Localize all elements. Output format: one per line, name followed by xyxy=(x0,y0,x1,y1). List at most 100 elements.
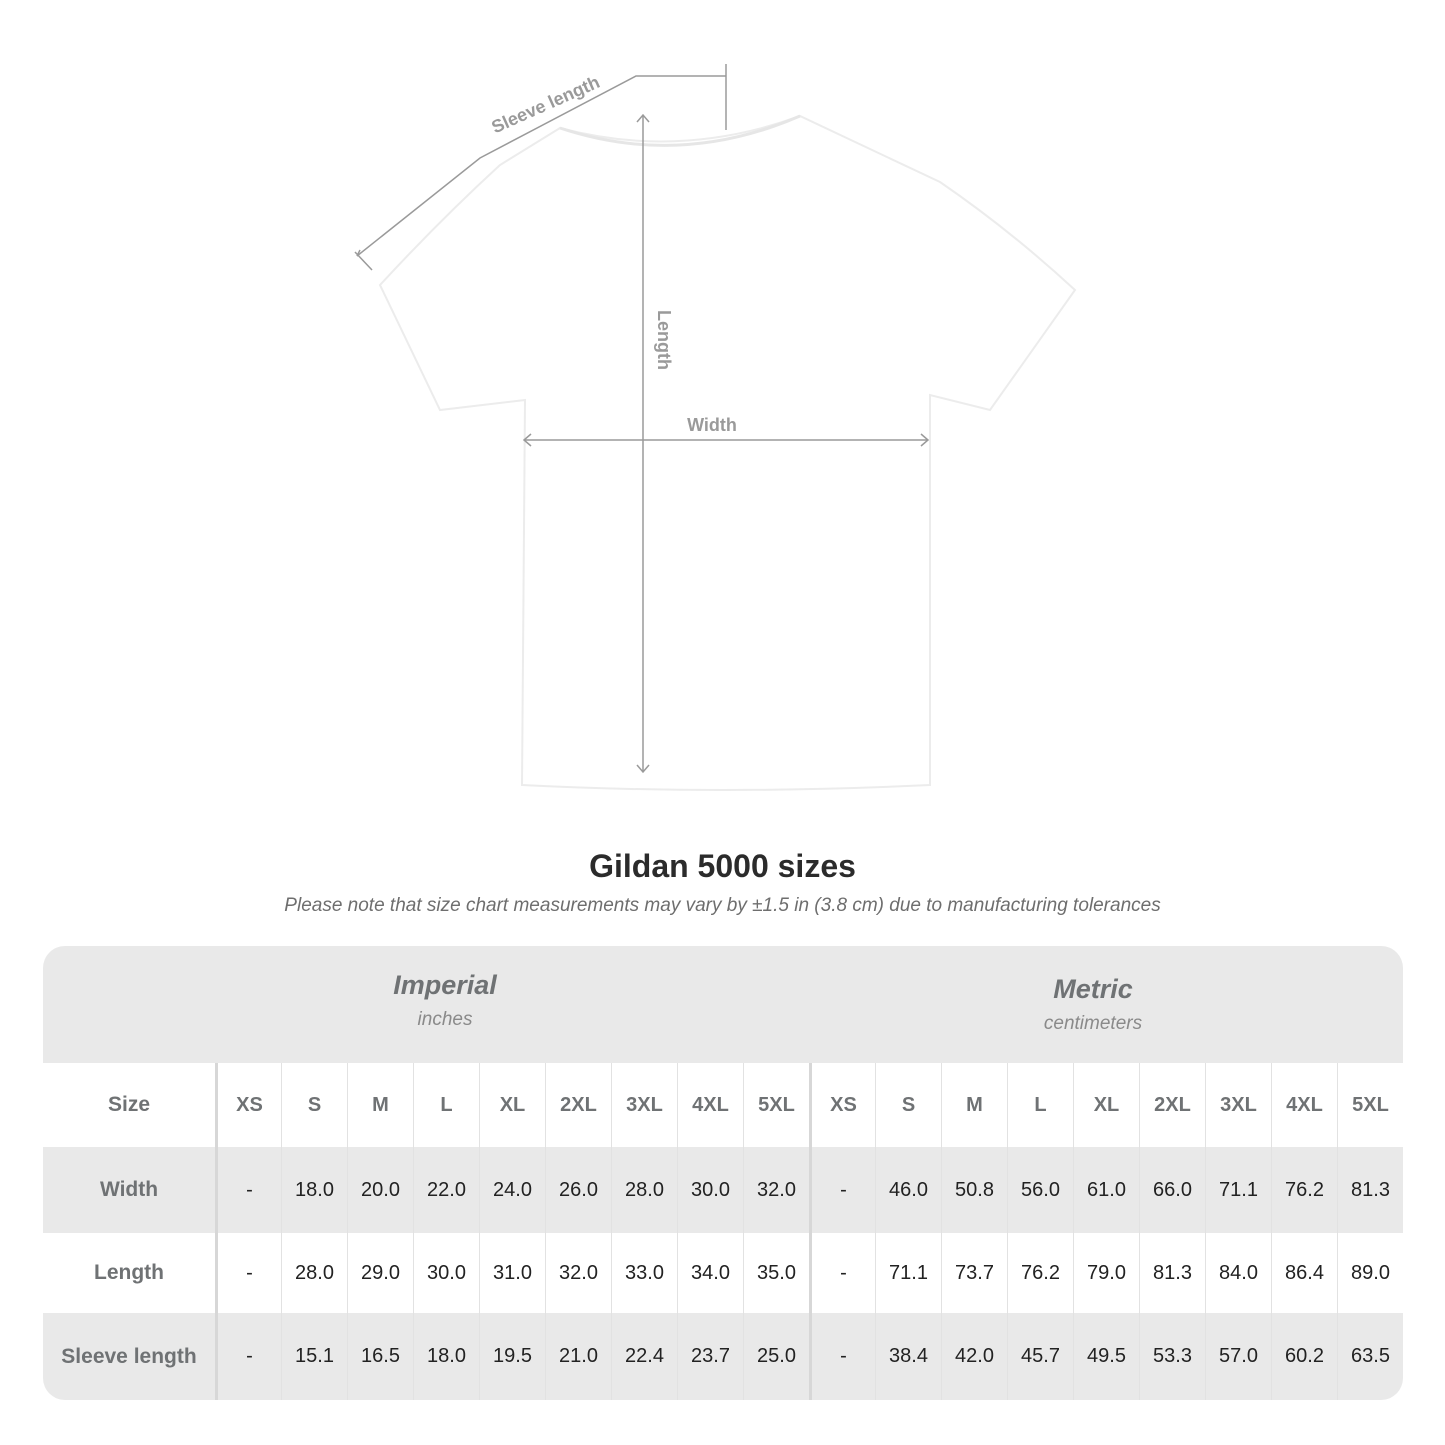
size-metric-m: M xyxy=(941,1063,1007,1147)
value-cell-imperial: 22.0 xyxy=(413,1147,479,1233)
value-cell-metric: 46.0 xyxy=(875,1147,941,1233)
row-label: Sleeve length xyxy=(61,1344,197,1368)
table-row-length: Length -28.0 29.0 30.0 31.0 32.0 33.0 34.0 35.0-… xyxy=(43,1233,1403,1313)
collar xyxy=(559,114,801,147)
value-cell-metric: 79.0 xyxy=(1073,1233,1139,1313)
table-row-sleeve-length: Sleeve length -15.1 16.5 18.0 19.5 21.0 22.4 23… xyxy=(43,1313,1403,1400)
size-metric-2xl: 2XL xyxy=(1139,1063,1205,1147)
value-cell-metric: 45.7 xyxy=(1007,1313,1073,1400)
value-cell-metric: 89.0 xyxy=(1337,1233,1403,1313)
value-cell-metric: - xyxy=(809,1313,875,1400)
size-imperial-xl: XL xyxy=(479,1063,545,1147)
value-cell-imperial: - xyxy=(215,1233,281,1313)
length-label: Length xyxy=(654,310,674,370)
size-label: Size xyxy=(107,1093,151,1116)
value-cell-imperial: 26.0 xyxy=(545,1147,611,1233)
tolerance-note: Please note that size chart measurements… xyxy=(284,895,1161,916)
sleeve-length-line xyxy=(356,75,726,257)
size-metric-3xl: 3XL xyxy=(1205,1063,1271,1147)
size-imperial-xs: XS xyxy=(215,1063,281,1147)
measure-lines xyxy=(354,64,930,774)
value-cell-imperial: 31.0 xyxy=(479,1233,545,1313)
value-cell-metric: 56.0 xyxy=(1007,1147,1073,1233)
size-metric-5xl: 5XL xyxy=(1337,1063,1403,1147)
value-cell-metric: 76.2 xyxy=(1007,1233,1073,1313)
metric-header: Metric centimeters xyxy=(863,974,1323,1035)
tshirt-diagram: Sleeve length Length Width xyxy=(354,64,1077,791)
value-cell-imperial: - xyxy=(215,1313,281,1400)
size-metric-xs: XS xyxy=(809,1063,875,1147)
value-cell-imperial: - xyxy=(215,1147,281,1233)
width-line xyxy=(522,433,930,447)
table-row-width: Width -18.0 20.0 22.0 24.0 26.0 28.0 30.0 32.0-4… xyxy=(43,1147,1403,1233)
value-cell-imperial: 28.0 xyxy=(611,1147,677,1233)
metric-title: Metric xyxy=(1053,974,1133,1004)
metric-unit: centimeters xyxy=(1043,1013,1143,1034)
value-cell-metric: 60.2 xyxy=(1271,1313,1337,1400)
value-cell-imperial: 18.0 xyxy=(281,1147,347,1233)
value-cell-imperial: 23.7 xyxy=(677,1313,743,1400)
sleeve-length-label: Sleeve length xyxy=(488,72,602,137)
row-label: Length xyxy=(94,1261,164,1284)
value-cell-imperial: 34.0 xyxy=(677,1233,743,1313)
value-cell-metric: 50.8 xyxy=(941,1147,1007,1233)
size-metric-s: S xyxy=(875,1063,941,1147)
length-line xyxy=(636,113,650,774)
size-imperial-4xl: 4XL xyxy=(677,1063,743,1147)
row-label: Width xyxy=(99,1178,159,1201)
size-imperial-l: L xyxy=(413,1063,479,1147)
value-cell-imperial: 32.0 xyxy=(545,1233,611,1313)
value-cell-metric: 57.0 xyxy=(1205,1313,1271,1400)
value-cell-metric: 84.0 xyxy=(1205,1233,1271,1313)
value-cell-imperial: 15.1 xyxy=(281,1313,347,1400)
value-cell-metric: - xyxy=(809,1233,875,1313)
value-cell-imperial: 16.5 xyxy=(347,1313,413,1400)
value-cell-imperial: 30.0 xyxy=(677,1147,743,1233)
header-band: Imperial inches Metric centimeters xyxy=(43,946,1403,1063)
value-cell-imperial: 19.5 xyxy=(479,1313,545,1400)
value-cell-metric: 81.3 xyxy=(1139,1233,1205,1313)
imperial-title: Imperial xyxy=(393,970,497,1000)
size-imperial-5xl: 5XL xyxy=(743,1063,809,1147)
value-cell-metric: 66.0 xyxy=(1139,1147,1205,1233)
value-cell-imperial: 18.0 xyxy=(413,1313,479,1400)
size-header-row: Size XS S M L XL 2XL 3XL 4XL 5XL XS S M L XL 2XL 3XL 4XL… xyxy=(43,1063,1403,1147)
value-cell-metric: 76.2 xyxy=(1271,1147,1337,1233)
size-imperial-s: S xyxy=(281,1063,347,1147)
value-cell-imperial: 35.0 xyxy=(743,1233,809,1313)
value-cell-imperial: 28.0 xyxy=(281,1233,347,1313)
value-cell-imperial: 21.0 xyxy=(545,1313,611,1400)
value-cell-imperial: 22.4 xyxy=(611,1313,677,1400)
value-cell-metric: 61.0 xyxy=(1073,1147,1139,1233)
value-cell-metric: 73.7 xyxy=(941,1233,1007,1313)
size-imperial-3xl: 3XL xyxy=(611,1063,677,1147)
width-label: Width xyxy=(687,415,737,435)
value-cell-metric: 42.0 xyxy=(941,1313,1007,1400)
size-metric-l: L xyxy=(1007,1063,1073,1147)
value-cell-metric: 86.4 xyxy=(1271,1233,1337,1313)
value-cell-metric: 63.5 xyxy=(1337,1313,1403,1400)
chart-title: Gildan 5000 sizes xyxy=(589,848,856,884)
value-cell-metric: 71.1 xyxy=(1205,1147,1271,1233)
value-cell-imperial: 24.0 xyxy=(479,1147,545,1233)
size-table: Imperial inches Metric centimeters Size … xyxy=(43,946,1403,1400)
tshirt-shape xyxy=(378,114,1077,791)
value-cell-metric: 81.3 xyxy=(1337,1147,1403,1233)
value-cell-metric: 71.1 xyxy=(875,1233,941,1313)
size-imperial-m: M xyxy=(347,1063,413,1147)
size-metric-4xl: 4XL xyxy=(1271,1063,1337,1147)
value-cell-metric: 38.4 xyxy=(875,1313,941,1400)
value-cell-imperial: 30.0 xyxy=(413,1233,479,1313)
value-cell-imperial: 33.0 xyxy=(611,1233,677,1313)
size-imperial-2xl: 2XL xyxy=(545,1063,611,1147)
value-cell-metric: 53.3 xyxy=(1139,1313,1205,1400)
imperial-unit: inches xyxy=(417,1009,473,1030)
value-cell-imperial: 20.0 xyxy=(347,1147,413,1233)
value-cell-metric: 49.5 xyxy=(1073,1313,1139,1400)
value-cell-metric: - xyxy=(809,1147,875,1233)
imperial-header: Imperial inches xyxy=(215,970,675,1031)
value-cell-imperial: 32.0 xyxy=(743,1147,809,1233)
value-cell-imperial: 29.0 xyxy=(347,1233,413,1313)
value-cell-imperial: 25.0 xyxy=(743,1313,809,1400)
size-metric-xl: XL xyxy=(1073,1063,1139,1147)
